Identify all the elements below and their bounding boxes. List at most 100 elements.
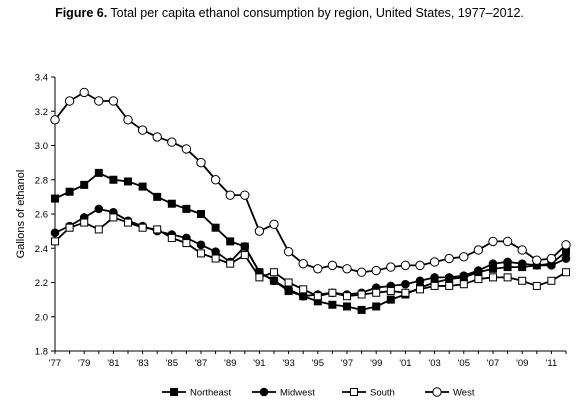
x-tick-label: '83 <box>136 358 148 369</box>
data-point-west <box>517 245 527 255</box>
data-point-northeast <box>51 194 59 203</box>
legend-label-northeast: Northeast <box>190 388 232 399</box>
y-tick-label: 3.0 <box>35 141 48 152</box>
figure-label: Figure 6. <box>55 6 108 20</box>
data-point-northeast <box>109 175 118 184</box>
data-point-midwest <box>430 273 439 282</box>
data-point-west <box>225 190 235 200</box>
data-point-south <box>489 273 497 282</box>
data-point-west <box>64 96 75 106</box>
data-point-south <box>430 281 439 290</box>
data-point-west <box>313 264 323 274</box>
data-point-south <box>124 218 132 227</box>
data-point-west <box>342 264 352 274</box>
data-point-south <box>240 251 249 260</box>
y-tick-label: 2.0 <box>35 312 48 323</box>
data-point-midwest <box>269 276 279 286</box>
x-tick-label: '99 <box>370 358 382 369</box>
data-point-northeast <box>343 302 351 311</box>
series-west <box>50 87 571 277</box>
data-point-west <box>444 253 454 264</box>
data-point-midwest <box>459 271 469 280</box>
data-point-west <box>269 219 279 229</box>
legend-marker-midwest <box>259 387 269 397</box>
data-point-south <box>532 281 541 290</box>
x-tick-label: '93 <box>282 358 294 369</box>
data-point-northeast <box>124 177 132 186</box>
data-point-northeast <box>211 223 220 232</box>
legend-label-midwest: Midwest <box>280 388 315 399</box>
legend-item-midwest: Midwest <box>252 388 315 399</box>
data-point-south <box>138 223 147 232</box>
data-point-south <box>255 273 264 282</box>
legend-item-west: West <box>425 387 475 399</box>
data-point-south <box>313 292 322 301</box>
legend-label-south: South <box>370 388 395 399</box>
data-point-northeast <box>328 300 337 309</box>
series-group <box>50 87 571 314</box>
data-point-south <box>153 225 162 234</box>
data-point-northeast <box>153 192 162 201</box>
x-tick-label: '11 <box>546 358 558 369</box>
data-point-west <box>123 115 133 125</box>
data-point-northeast <box>182 204 191 213</box>
data-point-west <box>532 255 542 265</box>
data-point-west <box>371 265 381 276</box>
x-tick-label: '07 <box>487 358 499 369</box>
data-point-west <box>488 236 498 247</box>
data-point-west <box>415 260 425 271</box>
data-point-west <box>473 245 484 255</box>
data-point-south <box>80 218 89 227</box>
data-point-south <box>94 225 103 234</box>
data-point-west <box>561 240 571 250</box>
data-point-west <box>108 96 119 106</box>
data-point-midwest <box>415 276 425 286</box>
data-point-midwest <box>196 240 206 250</box>
data-point-west <box>240 190 250 200</box>
data-point-midwest <box>444 273 454 282</box>
legend-marker-west <box>432 387 442 397</box>
data-point-south <box>270 268 278 277</box>
data-point-northeast <box>80 180 89 189</box>
data-point-northeast <box>94 168 103 177</box>
data-point-west <box>283 246 294 257</box>
data-point-south <box>197 249 205 258</box>
data-point-west <box>50 115 60 125</box>
y-tick-label: 2.2 <box>35 278 48 289</box>
data-point-south <box>503 273 512 282</box>
y-tick-label: 2.8 <box>35 175 48 186</box>
data-point-south <box>416 285 424 294</box>
x-tick-label: '05 <box>458 358 470 369</box>
x-tick-label: '03 <box>428 358 440 369</box>
data-point-south <box>328 288 337 297</box>
data-point-south <box>357 290 366 299</box>
y-tick-label: 3.4 <box>35 73 48 84</box>
data-point-west <box>327 260 338 271</box>
data-point-west <box>196 157 206 168</box>
y-tick-label: 2.6 <box>35 210 48 221</box>
data-point-south <box>474 275 483 284</box>
data-point-northeast <box>386 295 395 304</box>
data-point-northeast <box>197 210 205 218</box>
legend-marker-south <box>350 388 358 396</box>
series-line-south <box>54 216 567 298</box>
data-point-northeast <box>138 182 147 191</box>
figure-caption: Total per capita ethanol consumption by … <box>110 6 524 20</box>
data-point-south <box>65 223 74 232</box>
data-point-midwest <box>488 259 498 268</box>
data-point-south <box>459 280 468 289</box>
data-point-west <box>459 252 469 262</box>
data-point-northeast <box>372 302 381 311</box>
data-point-west <box>400 260 411 271</box>
data-point-midwest <box>50 228 60 238</box>
x-tick-label: '09 <box>516 358 528 369</box>
data-point-south <box>547 276 556 285</box>
axes: 1.8 2.0 2.2 2.4 2.6 2.8 3.0 3.2 3.4 '77 '79 '81 '83 '… <box>35 73 567 369</box>
data-point-south <box>284 278 293 287</box>
legend-label-west: West <box>453 388 475 399</box>
data-point-west <box>181 144 192 154</box>
x-tick-label: '89 <box>224 358 236 369</box>
data-point-south <box>562 268 570 277</box>
data-point-south <box>226 259 235 268</box>
